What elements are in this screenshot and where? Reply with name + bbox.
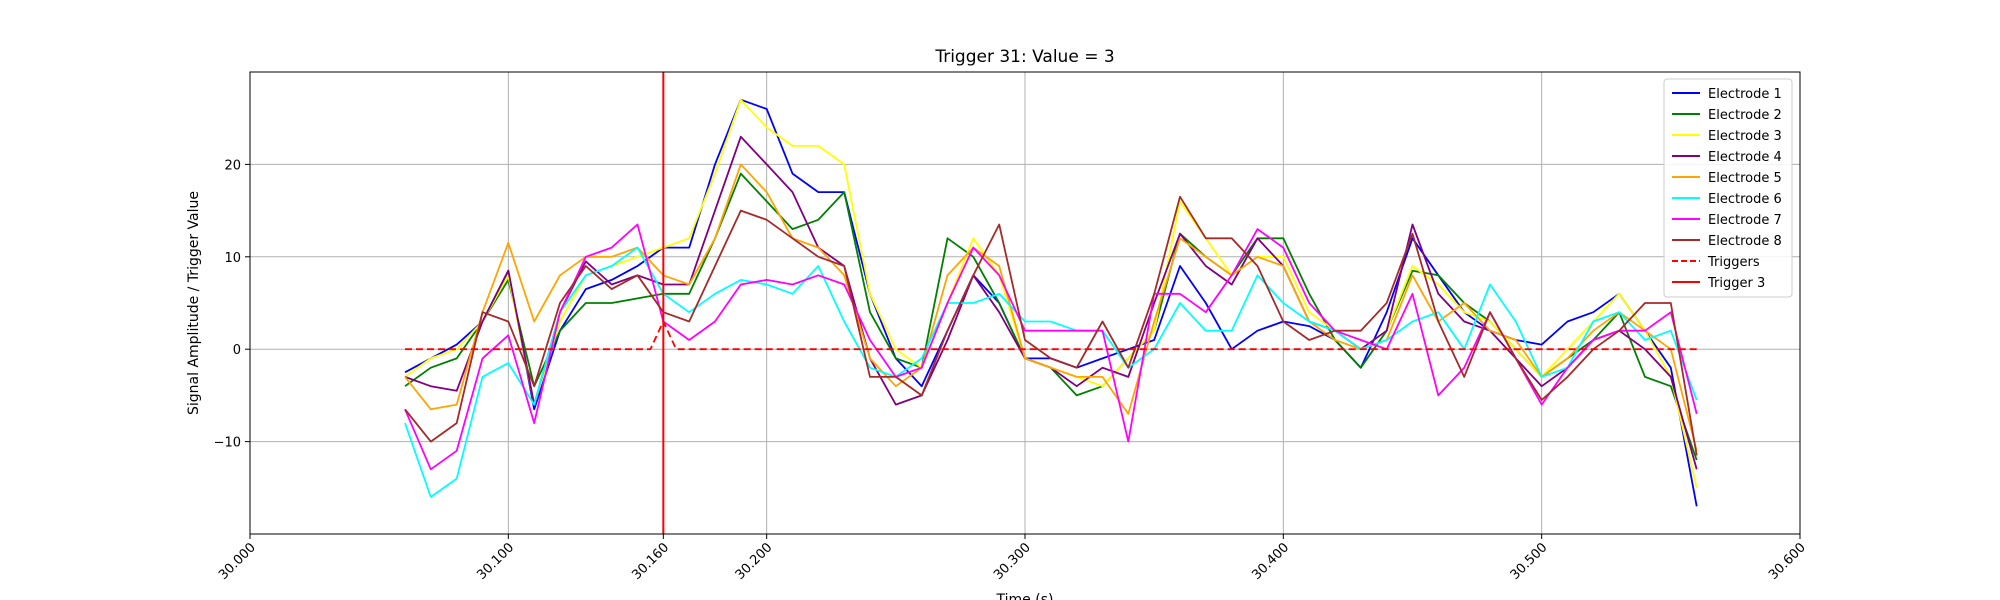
y-tick-label: 10 (224, 251, 241, 266)
legend-label: Triggers (1707, 255, 1760, 270)
x-tick-label: 30.100 (474, 540, 517, 583)
series-line-electrode-5 (404, 163, 1698, 452)
legend-label: Electrode 2 (1708, 108, 1782, 123)
legend-label: Electrode 6 (1708, 192, 1782, 207)
x-tick-label: 30.160 (629, 540, 672, 583)
series-line-electrode-6 (404, 246, 1698, 498)
x-tick-label: 30.600 (1766, 540, 1809, 583)
chart-title: Trigger 31: Value = 3 (934, 47, 1114, 67)
y-tick-label: 20 (224, 158, 241, 173)
legend-label: Electrode 8 (1708, 234, 1782, 249)
y-tick-label: 0 (233, 343, 241, 358)
legend-label: Electrode 4 (1708, 150, 1782, 165)
legend-label: Electrode 1 (1708, 87, 1782, 102)
series-line-electrode-7 (404, 223, 1698, 471)
legend-box (1663, 78, 1793, 298)
legend-label: Trigger 3 (1707, 276, 1765, 291)
legend-label: Electrode 3 (1708, 129, 1782, 144)
x-tick-label: 30.200 (733, 540, 776, 583)
series-line-electrode-3 (404, 98, 1698, 489)
legend-label: Electrode 7 (1708, 213, 1782, 228)
y-axis-label: Signal Amplitude / Trigger Value (186, 191, 202, 415)
grid (250, 72, 1800, 534)
plot-area (404, 72, 1698, 534)
y-tick-label: −10 (214, 436, 241, 451)
x-tick-label: 30.500 (1508, 540, 1551, 583)
ticks: 30.000 30.100 30.160 30.200 30.300 30.400 30.5… (214, 158, 1809, 583)
x-tick-label: 30.000 (216, 540, 259, 583)
legend-label: Electrode 5 (1708, 171, 1782, 186)
series-line-electrode-8 (404, 195, 1698, 456)
series-line-electrode-2 (404, 172, 1698, 461)
x-tick-label: 30.300 (991, 540, 1034, 583)
x-tick-label: 30.400 (1249, 540, 1292, 583)
legend: Electrode 1 Electrode 2 Electrode 3 Electro… (1663, 78, 1793, 298)
x-axis-label: Time (s) (996, 592, 1054, 600)
